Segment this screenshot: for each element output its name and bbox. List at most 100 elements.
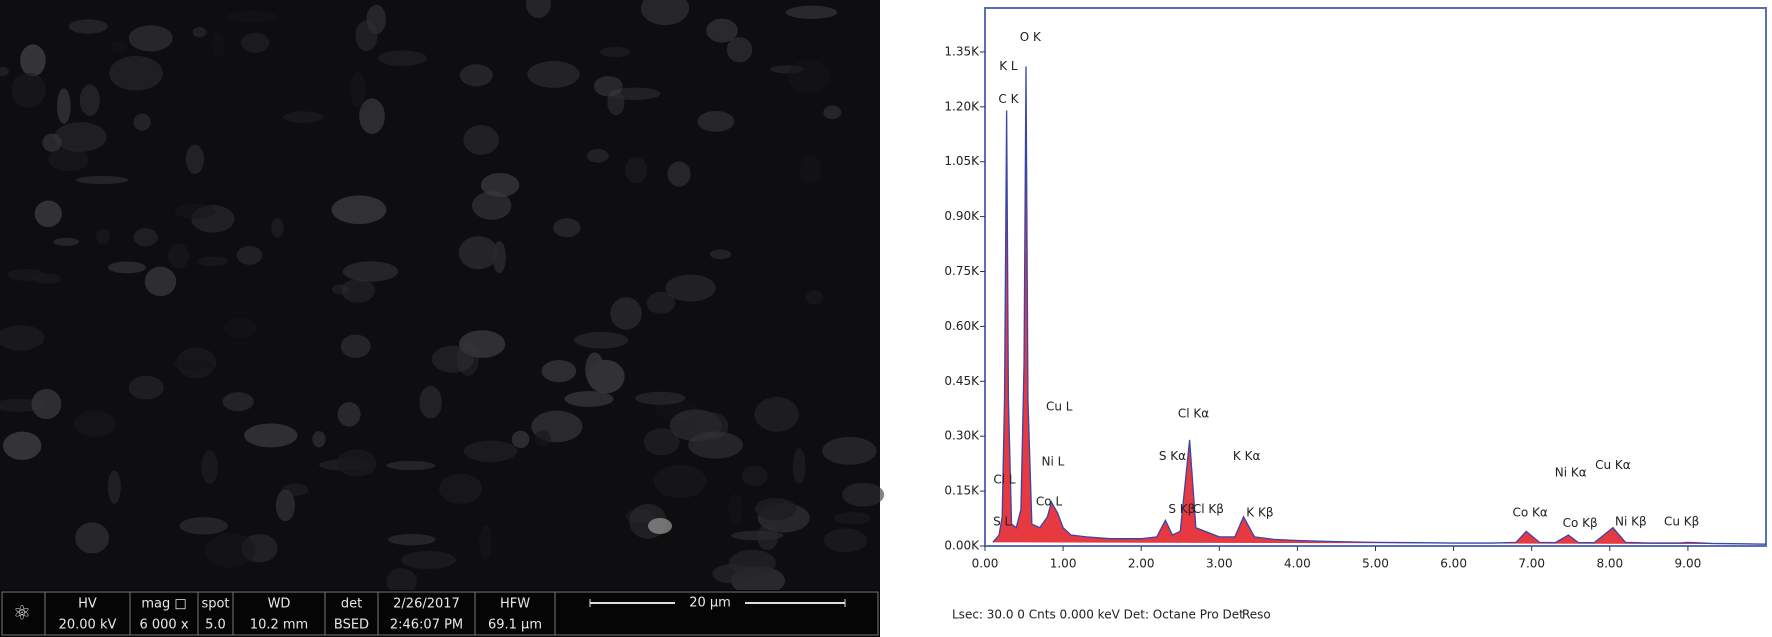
grain [0, 66, 9, 77]
grain [479, 525, 492, 560]
grain [331, 284, 350, 295]
y-tick-label: 0.45K [944, 374, 980, 388]
grain [624, 156, 648, 184]
grain [2, 431, 42, 460]
grain [0, 325, 45, 351]
spectrum [992, 66, 1767, 545]
info-value: 2:46:07 PM [390, 618, 463, 633]
peak-label: Cu L [1046, 399, 1073, 413]
grain [646, 291, 676, 314]
grain [525, 0, 551, 19]
grain [792, 448, 806, 485]
peak-label: Ni L [1042, 454, 1065, 468]
grain [144, 266, 177, 297]
x-tick-label: 8.00 [1596, 557, 1623, 571]
peak-label: K L [999, 59, 1018, 73]
info-bar-bg [0, 590, 880, 637]
grain [387, 533, 436, 546]
grain [823, 528, 868, 553]
grain [340, 334, 371, 359]
grain [712, 564, 753, 584]
peak-label: Cl Kα [1178, 407, 1209, 421]
grain [610, 297, 642, 330]
grain [458, 236, 499, 270]
grain [350, 71, 366, 108]
info-value: 20.00 kV [59, 618, 117, 633]
grain [75, 175, 129, 185]
grain [527, 60, 580, 88]
grain [511, 430, 530, 449]
x-tick-label: 4.00 [1284, 557, 1311, 571]
grain [236, 245, 263, 265]
sem-texture [0, 0, 885, 596]
y-tick-label: 0.15K [944, 484, 980, 498]
peak-label: Cu Kα [1595, 458, 1631, 472]
grain [386, 460, 436, 471]
peak-label: S L [993, 515, 1011, 529]
grain [586, 148, 609, 163]
grain [109, 55, 163, 91]
y-tick-label: 0.30K [944, 429, 980, 443]
grain [667, 161, 691, 187]
grain [241, 32, 270, 53]
x-tick-label: 0.00 [972, 557, 999, 571]
grain [472, 191, 512, 220]
grain [709, 249, 732, 260]
info-value: 5.0 [205, 618, 226, 633]
grain [842, 482, 885, 507]
grain [128, 375, 164, 400]
grain [68, 19, 108, 34]
info-value: 10.2 mm [250, 618, 308, 633]
grain [54, 122, 107, 152]
grain [635, 391, 686, 405]
grain [640, 0, 690, 26]
grain [731, 530, 784, 541]
grain [331, 195, 387, 225]
grain [53, 237, 80, 246]
x-tick-label: 1.00 [1050, 557, 1077, 571]
grain [648, 518, 672, 534]
peak-label: Co Kβ [1563, 516, 1598, 530]
peak-label: Co L [1036, 495, 1063, 509]
grain [223, 318, 258, 338]
grain [283, 111, 324, 123]
grain [787, 59, 830, 93]
grain [609, 87, 661, 100]
info-label: det [341, 597, 362, 612]
peak-label: K Kα [1233, 449, 1261, 463]
grain [96, 228, 110, 245]
grain [201, 450, 218, 484]
y-tick-label: 1.05K [944, 154, 980, 168]
y-tick-label: 0.00K [944, 539, 980, 553]
grain [244, 423, 298, 448]
grain [34, 200, 62, 228]
cell-border [1, 591, 879, 636]
info-label: HFW [500, 597, 530, 612]
grain [419, 385, 442, 419]
info-label: 2/26/2017 [393, 597, 460, 612]
y-tick-label: 1.35K [944, 44, 980, 58]
info-value: 6 000 x [139, 618, 188, 633]
info-label: WD [268, 597, 291, 612]
x-tick-label: 3.00 [1206, 557, 1233, 571]
grain [11, 72, 46, 108]
grain [386, 568, 417, 595]
peak-label: K Kβ [1246, 506, 1273, 520]
info-value: 69.1 µm [488, 618, 542, 633]
grain [197, 256, 229, 266]
grain [439, 473, 483, 504]
grain [312, 431, 326, 448]
peak-label: S Kβ [1168, 502, 1195, 516]
grain [42, 133, 62, 152]
grain [534, 430, 551, 447]
x-tick-label: 6.00 [1440, 557, 1467, 571]
grain [726, 37, 753, 63]
grain [401, 550, 457, 569]
grain [785, 5, 838, 19]
y-tick-label: 1.20K [944, 99, 980, 113]
info-value: BSED [334, 618, 369, 633]
grain [585, 352, 605, 387]
grain [697, 110, 735, 132]
grain [79, 84, 100, 116]
